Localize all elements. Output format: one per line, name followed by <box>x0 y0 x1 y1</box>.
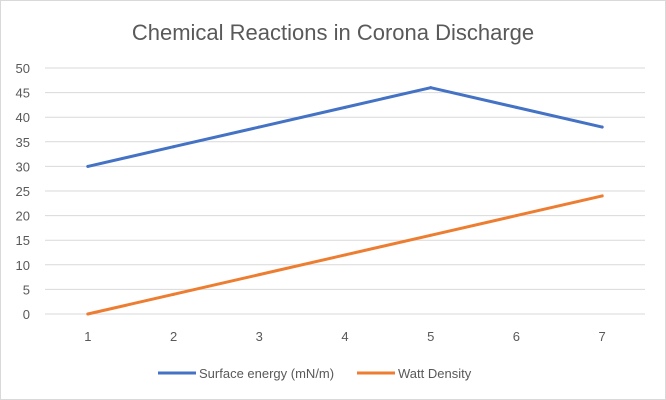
y-tick-label: 15 <box>16 233 30 248</box>
y-tick-label: 10 <box>16 258 30 273</box>
data-point <box>343 253 347 257</box>
data-point <box>172 145 176 149</box>
y-tick-label: 25 <box>16 184 30 199</box>
legend-label: Watt Density <box>398 366 472 381</box>
x-tick-label: 3 <box>256 329 263 344</box>
legend-label: Surface energy (mN/m) <box>199 366 334 381</box>
data-point <box>86 164 90 168</box>
data-point <box>600 125 604 129</box>
series-line-0 <box>86 86 604 168</box>
y-tick-label: 50 <box>16 61 30 76</box>
data-point <box>343 105 347 109</box>
x-tick-label: 4 <box>341 329 348 344</box>
data-point <box>257 125 261 129</box>
data-point <box>257 273 261 277</box>
x-tick-label: 7 <box>599 329 606 344</box>
y-tick-label: 45 <box>16 86 30 101</box>
x-tick-label: 5 <box>427 329 434 344</box>
x-tick-label: 2 <box>170 329 177 344</box>
data-point <box>86 312 90 316</box>
y-tick-label: 35 <box>16 135 30 150</box>
y-tick-label: 20 <box>16 209 30 224</box>
data-point <box>514 105 518 109</box>
x-tick-label: 6 <box>513 329 520 344</box>
legend-item: Watt Density <box>357 366 472 381</box>
legend-item: Surface energy (mN/m) <box>158 366 334 381</box>
data-point <box>429 86 433 90</box>
data-point <box>429 233 433 237</box>
chart-title: Chemical Reactions in Corona Discharge <box>132 20 534 45</box>
data-point <box>600 194 604 198</box>
y-tick-label: 5 <box>23 282 30 297</box>
x-tick-label: 1 <box>84 329 91 344</box>
data-point <box>514 214 518 218</box>
y-tick-label: 0 <box>23 307 30 322</box>
y-tick-label: 40 <box>16 110 30 125</box>
data-point <box>172 292 176 296</box>
y-tick-label: 30 <box>16 159 30 174</box>
